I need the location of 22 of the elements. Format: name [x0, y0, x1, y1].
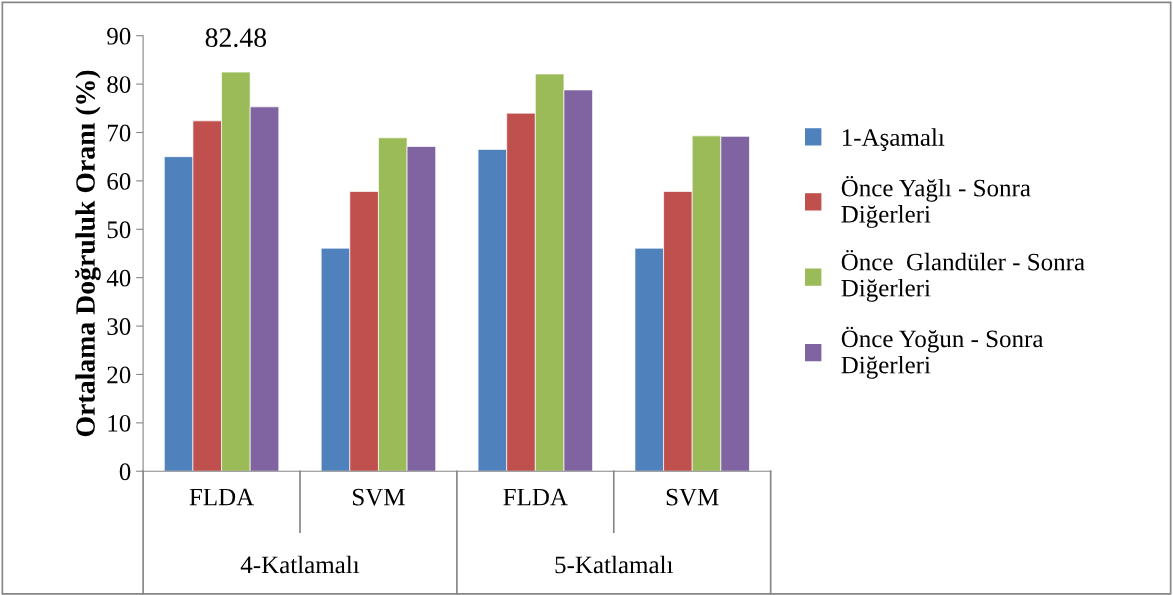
y-tick-label: 50 [107, 221, 131, 239]
x-tick-label: SVM [666, 488, 719, 506]
legend-label: Önce Yoğun - Sonra Diğerleri [841, 326, 1044, 379]
y-tick-label: 60 [107, 172, 131, 190]
x-tick-label: FLDA [189, 488, 255, 506]
x-tick-label: SVM [353, 488, 405, 506]
text: 4-Katlamalı [240, 555, 360, 574]
y-tick-label: 30 [107, 318, 131, 335]
text: 5-Katlamalı [555, 555, 673, 574]
legend-label: 1-Aşamalı [842, 128, 945, 151]
legend-label: Önce Yağlı - Sonra Diğerleri [841, 175, 1031, 228]
y-tick-label: 0 [119, 463, 131, 481]
y-axis-title: Ortalama Doğruluk Oranı (%) [75, 70, 101, 437]
y-tick-label: 20 [107, 366, 131, 384]
x-tick-label: FLDA [503, 488, 568, 506]
y-tick-label: 40 [106, 269, 131, 287]
y-tick-label: 90 [107, 27, 131, 45]
y-tick-label: 70 [107, 124, 131, 142]
y-tick-label: 80 [107, 76, 131, 94]
y-tick-label: 10 [108, 414, 131, 432]
data-label: 82.48 [205, 28, 267, 48]
legend-label: Önce Glandüler - Sonra Diğerleri [841, 249, 1085, 302]
